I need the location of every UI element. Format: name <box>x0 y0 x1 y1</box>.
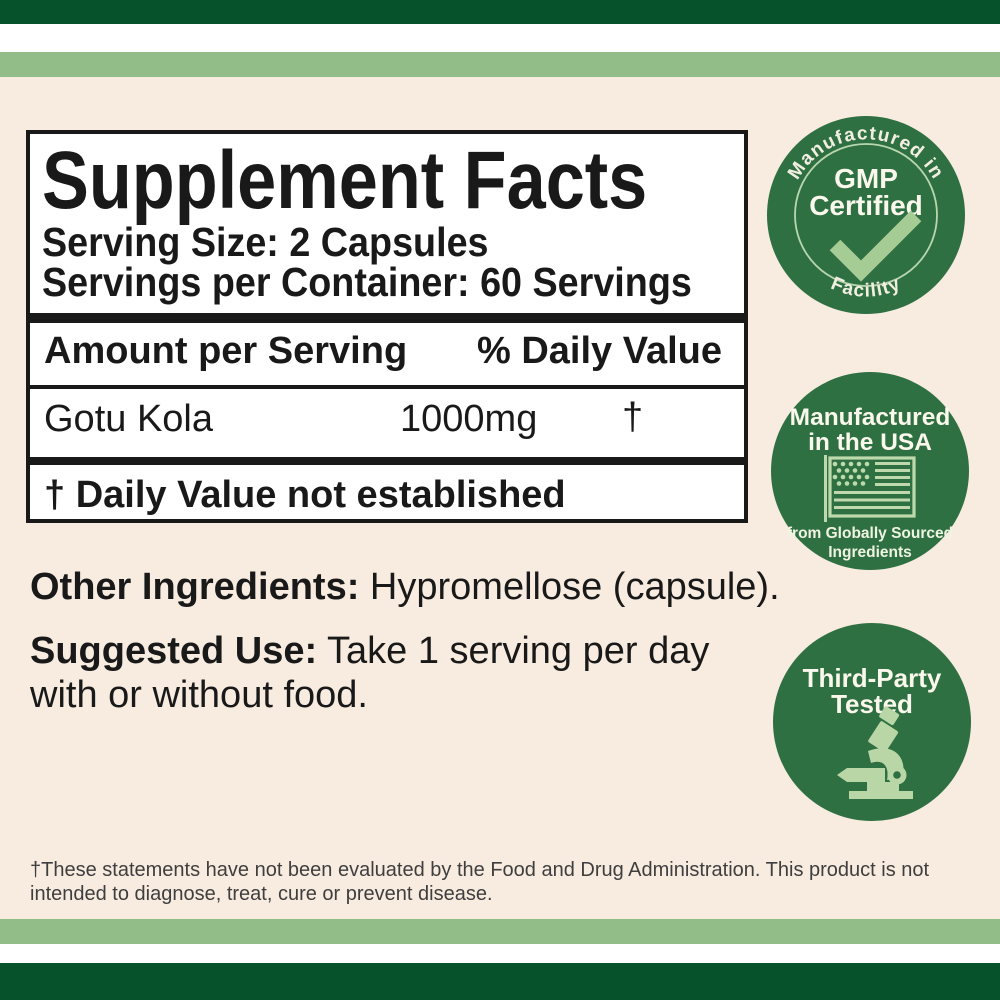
third-party-tested-badge: Third-Party Tested <box>773 623 971 821</box>
divider-thin <box>30 385 744 389</box>
fda-disclaimer: †These statements have not been evaluate… <box>30 858 929 906</box>
checkmark-icon <box>829 210 922 282</box>
badge-line1: GMP <box>834 163 898 194</box>
badge-circle <box>773 623 971 821</box>
column-header-amount: Amount per Serving <box>44 330 408 372</box>
badge-line1: Third-Party <box>803 663 942 693</box>
top-light-green-bar <box>0 52 1000 77</box>
badge-sub1: from Globally Sourced <box>787 525 953 542</box>
top-white-bar <box>0 24 1000 52</box>
badge-inner-ring <box>794 143 938 287</box>
other-ingredients: Other Ingredients: Hypromellose (capsule… <box>30 566 780 609</box>
daily-value-footnote: † Daily Value not established <box>44 474 566 516</box>
suggested-use-line2: with or without food. <box>30 674 368 717</box>
other-ingredients-text: Hypromellose (capsule). <box>359 566 780 608</box>
fda-disclaimer-line2: intended to diagnose, treat, cure or pre… <box>30 883 493 905</box>
flag-stars <box>832 461 870 486</box>
divider-thick <box>30 457 744 465</box>
column-header-daily-value: % Daily Value <box>476 330 722 372</box>
bottom-light-green-bar <box>0 919 1000 944</box>
ingredient-amount: 1000mg <box>400 398 538 440</box>
suggested-use-label: Suggested Use: <box>30 630 318 672</box>
microscope-icon <box>837 706 913 799</box>
gmp-certified-badge: Manufactured in GMP Certified Facility <box>767 116 965 314</box>
made-in-usa-badge: Manufactured in the USA <box>771 372 969 570</box>
badge-line1: Manufactured <box>790 404 951 431</box>
servings-per-container: Servings per Container: 60 Servings <box>42 259 692 305</box>
divider-thick <box>30 313 744 323</box>
suggested-use: Suggested Use: Take 1 serving per day wi… <box>30 629 722 717</box>
badge-sub2: Ingredients <box>828 544 912 561</box>
ingredient-name: Gotu Kola <box>44 398 213 440</box>
panel-title: Supplement Facts <box>42 135 648 226</box>
ingredient-daily-value: † <box>622 396 644 438</box>
suggested-use-line1: Take 1 serving per day <box>317 630 710 672</box>
bottom-dark-green-bar <box>0 963 1000 1000</box>
badge-line2: in the USA <box>808 429 932 456</box>
badge-line2: Certified <box>809 190 923 221</box>
top-dark-green-bar <box>0 0 1000 24</box>
badge-circle <box>767 116 965 314</box>
serving-size: Serving Size: 2 Capsules <box>42 219 489 265</box>
other-ingredients-label: Other Ingredients: <box>30 566 360 608</box>
badge-circle <box>771 372 969 570</box>
bottom-white-bar <box>0 944 1000 963</box>
supplement-facts-panel: Supplement Facts Serving Size: 2 Capsule… <box>26 130 748 523</box>
badge-line2: Tested <box>831 689 913 719</box>
fda-disclaimer-line1: †These statements have not been evaluate… <box>30 859 930 881</box>
usa-flag-icon <box>824 455 916 522</box>
